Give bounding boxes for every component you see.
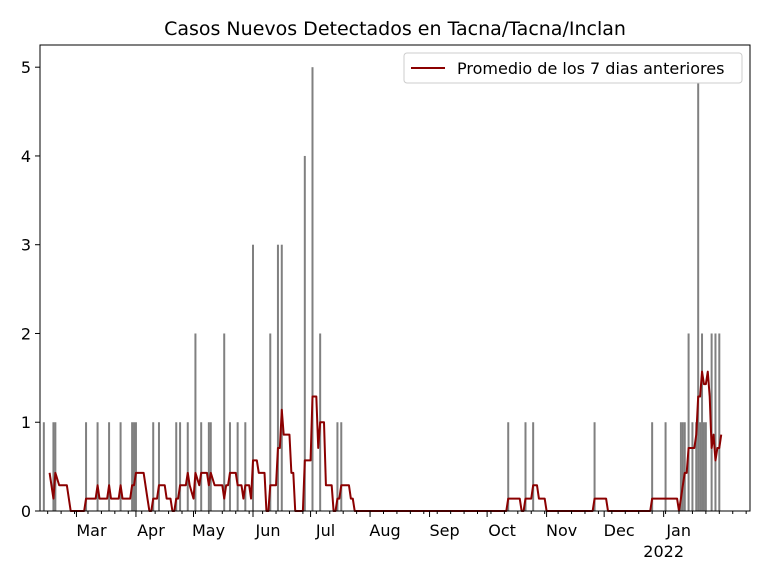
y-axis: 0 1 2 3 4 5 (21, 58, 40, 521)
bar (133, 422, 136, 511)
bar (244, 422, 247, 511)
y-tick-label: 4 (21, 147, 31, 166)
y-tick-label: 3 (21, 236, 31, 255)
x-tick-label: May (192, 521, 225, 540)
bar (664, 422, 667, 511)
bar (681, 422, 684, 511)
bar (228, 422, 231, 511)
bar (108, 422, 111, 511)
bar (179, 422, 182, 511)
bar (679, 422, 682, 511)
bar (209, 422, 212, 511)
x-tick-label: Jan (665, 521, 691, 540)
x-tick-label: Apr (137, 521, 165, 540)
x-tick-label: Nov (546, 521, 577, 540)
bar (687, 333, 690, 511)
bar (157, 422, 160, 511)
bar (134, 422, 137, 511)
bar (280, 244, 283, 511)
bar (42, 422, 45, 511)
bar (340, 422, 343, 511)
bar (697, 67, 700, 511)
bar (194, 333, 197, 511)
x-tick-label: Jun (255, 521, 281, 540)
bar (336, 422, 339, 511)
bar (507, 422, 510, 511)
bar (175, 422, 178, 511)
x-tick-label: Sep (429, 521, 459, 540)
bar (252, 244, 254, 511)
x-tick-label: Aug (369, 521, 400, 540)
bar (699, 422, 702, 511)
y-tick-label: 0 (21, 502, 31, 521)
bar (52, 422, 55, 511)
bar (96, 422, 99, 511)
bar (691, 422, 694, 511)
bar (524, 422, 527, 511)
bar (276, 244, 279, 511)
bar (702, 422, 705, 511)
bar (303, 155, 306, 511)
series-line (48, 370, 723, 512)
bar (200, 422, 203, 511)
legend-box (403, 52, 743, 84)
bar (269, 333, 272, 511)
bar (683, 422, 686, 511)
bars-layer (42, 67, 721, 511)
bar (207, 422, 210, 511)
bar (718, 333, 721, 511)
x-axis: Mar Apr May Jun Jul Aug Sep Oct Nov Dec Jan 2022 (47, 511, 747, 561)
bar (54, 422, 57, 511)
bar (701, 333, 704, 511)
bar (532, 422, 535, 511)
y-tick-label: 2 (21, 324, 31, 343)
bar (223, 333, 226, 511)
plot-frame (39, 44, 751, 512)
bar (704, 422, 707, 511)
bar (152, 422, 155, 511)
x-tick-sublabel: 2022 (643, 542, 684, 561)
bar (714, 333, 717, 511)
x-tick-label: Mar (76, 521, 107, 540)
bar (695, 422, 698, 511)
x-tick-label: Dec (604, 521, 635, 540)
line-layer (48, 370, 723, 512)
legend-label: Promedio de los 7 dias anteriores (457, 59, 724, 78)
y-tick-label: 5 (21, 58, 31, 77)
bar (85, 422, 88, 511)
chart-title: Casos Nuevos Detectados en Tacna/Tacna/I… (164, 18, 626, 40)
bar (311, 67, 314, 511)
bar (593, 422, 596, 511)
bar (651, 422, 654, 511)
legend: Promedio de los 7 dias anteriores (403, 52, 743, 84)
x-tick-label: Jul (315, 521, 335, 540)
y-tick-label: 1 (21, 413, 31, 432)
bar (119, 422, 122, 511)
bar (236, 422, 239, 511)
bar (131, 422, 134, 511)
bar (186, 422, 189, 511)
x-tick-label: Oct (488, 521, 516, 540)
